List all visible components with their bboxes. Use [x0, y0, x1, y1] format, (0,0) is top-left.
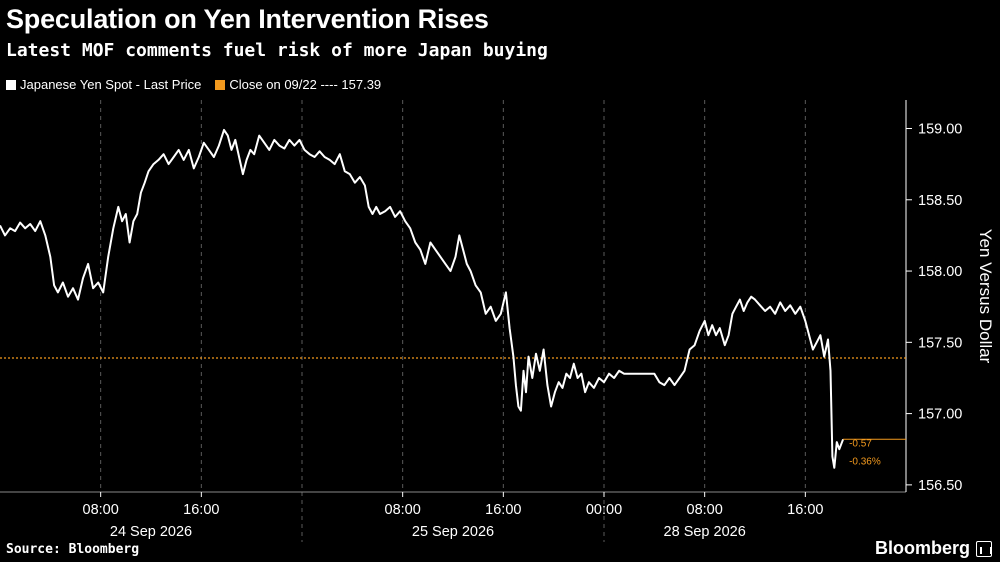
y-axis: 159.00 158.50 158.00 157.50 157.00 156.50 [906, 122, 962, 494]
x-tick-label: 00:00 [586, 502, 622, 518]
source-note: Source: Bloomberg [6, 542, 140, 557]
x-tick-label: 16:00 [485, 502, 521, 518]
legend-series-label: Japanese Yen Spot - Last Price [20, 77, 202, 92]
x-day-label: 28 Sep 2026 [664, 524, 746, 540]
reference-swatch [215, 79, 226, 90]
x-axis: 08:00 16:00 08:00 16:00 00:00 08:00 16:00 24 Se… [83, 492, 823, 540]
x-tick-label: 16:00 [183, 502, 219, 518]
y-tick-label: 158.00 [918, 264, 962, 280]
brand-name: Bloomberg [874, 538, 970, 558]
x-tick-label: 08:00 [385, 502, 421, 518]
y-tick-label: 157.50 [918, 335, 962, 351]
chart-subtitle: Latest MOF comments fuel risk of more Ja… [6, 40, 548, 61]
y-tick-label: 158.50 [918, 193, 962, 209]
brand-logo: Bloomberg [875, 538, 992, 559]
legend-reference-label: Close on 09/22 ---- 157.39 [229, 77, 382, 92]
series-swatch [6, 79, 16, 90]
bloomberg-chart-icon [976, 540, 992, 557]
x-day-label: 25 Sep 2026 [412, 524, 494, 540]
series-layer [0, 128, 906, 469]
x-tick-label: 08:00 [83, 502, 119, 518]
annotations: -0.57 -0.36% [849, 438, 881, 467]
chart-title: Speculation on Yen Intervention Rises [6, 4, 489, 34]
x-tick-label: 16:00 [787, 502, 823, 518]
grid [0, 100, 907, 542]
y-axis-label: Yen Versus Dollar [976, 229, 995, 364]
x-day-label: 24 Sep 2026 [110, 524, 192, 540]
change-annotation: -0.57 [849, 438, 872, 449]
y-tick-label: 159.00 [918, 122, 962, 138]
series-line [0, 128, 845, 469]
y-tick-label: 157.00 [918, 407, 962, 423]
percent-change-annotation: -0.36% [849, 456, 881, 467]
y-tick-label: 156.50 [918, 478, 962, 494]
x-tick-label: 08:00 [687, 502, 723, 518]
legend: Japanese Yen Spot - Last Price Close on … [6, 77, 381, 92]
